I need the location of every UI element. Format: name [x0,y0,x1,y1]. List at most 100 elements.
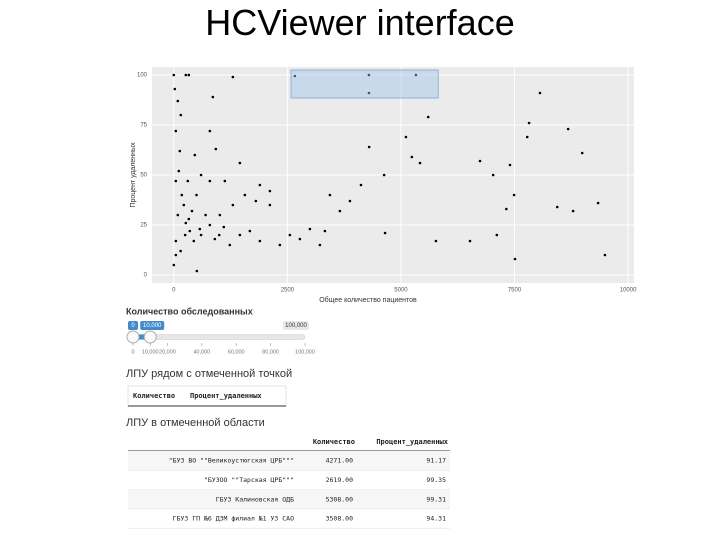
point [223,179,227,183]
slider-value-box [140,321,165,330]
slider-tick-label: 20,000 [159,349,176,355]
slider-track [132,334,306,340]
table-cell: ГБУЗ Калиновская ОДБ [216,495,294,503]
point [179,113,183,117]
point [217,233,221,237]
point [348,199,352,203]
point [318,243,322,247]
point [288,233,292,237]
table-cell: 5308.00 [326,495,353,503]
slider-tick-label: 10,000 [142,349,159,355]
point [174,179,178,183]
point [182,203,186,207]
point [359,183,363,187]
slider-tick-label: 100,000 [295,349,315,355]
point [434,239,438,243]
point [173,87,177,91]
point [172,263,176,267]
point [231,75,235,79]
point [418,161,422,165]
point [199,233,203,237]
slider-handle[interactable] [126,330,140,344]
point [468,239,472,243]
point [555,205,559,209]
column-header: Процент_удаленных [376,438,448,446]
table-cell: 94.31 [426,515,446,523]
point [204,213,207,217]
section-title: ЛПУ рядом с отмеченной точкой [126,368,292,380]
table-cell: 91.17 [426,457,446,465]
point [426,115,430,119]
point [527,121,531,125]
slider-handle[interactable] [143,330,157,344]
table-cell: 99.35 [426,476,446,484]
point [367,91,371,95]
point [238,233,242,237]
point [187,217,191,221]
point [213,237,217,241]
point [172,73,176,77]
point [199,173,203,177]
point [192,239,196,243]
slider-max-label: 100,000 [285,323,307,329]
point [298,237,302,241]
point [190,209,194,213]
point [222,225,226,229]
column-header: Количество [313,438,355,446]
point [174,239,178,243]
slider-label: Количество обследованных [126,306,253,316]
slider-value-label: 10,000 [143,323,162,329]
column-header: Количество [133,392,175,400]
y-tick-label: 25 [140,223,147,229]
point [268,189,272,193]
x-tick-label: 0 [172,288,176,294]
point [538,91,542,95]
point [178,149,182,153]
table-row-bg [128,451,450,471]
point [174,129,178,133]
point [404,135,408,139]
point [214,147,218,151]
point [208,179,212,183]
point [566,127,570,131]
slider-tick-label: 80,000 [262,349,279,355]
slide-title: HCViewer interface [205,2,515,43]
point [180,193,184,197]
x-tick-label: 10000 [620,288,637,294]
slider-tick-label: 0 [131,349,134,355]
point [195,193,198,197]
selection-brush[interactable] [290,69,439,99]
point [258,183,262,187]
point [410,155,414,159]
point [198,227,202,231]
x-axis-title: Общее количество пациентов [319,296,417,304]
point [580,151,584,155]
point [323,229,327,233]
point [505,207,508,211]
table-cell: "БУЗ ВО ""Великоустюгская ЦРБ""" [169,457,294,465]
point [243,193,247,197]
point [177,169,181,173]
y-tick-label: 75 [140,123,147,129]
point [571,209,575,213]
point [525,135,529,139]
point [238,161,242,165]
point [254,199,258,203]
point [211,95,215,99]
point [512,193,516,197]
point [383,231,387,235]
x-tick-label: 5000 [394,288,408,294]
point [328,193,332,197]
point [195,269,199,273]
point [218,213,222,217]
point [183,233,187,237]
point [208,129,212,133]
point [308,227,312,231]
point [176,99,180,103]
x-tick-label: 7500 [508,288,522,294]
y-tick-label: 0 [144,273,148,279]
point [268,203,272,207]
y-tick-label: 50 [140,173,147,179]
point [293,74,297,78]
table-cell: ГБУЗ ГП №6 ДЗМ филиал №1 УЗ САО [173,515,294,523]
